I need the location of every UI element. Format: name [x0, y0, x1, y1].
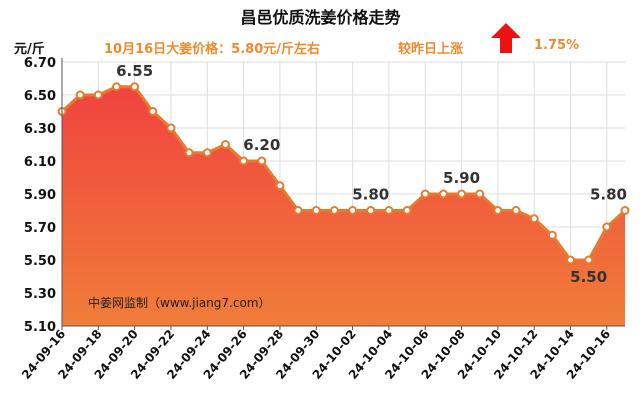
price-point — [366, 206, 376, 215]
y-tick-label: 6.30 — [24, 122, 56, 137]
price-point — [111, 82, 121, 92]
price-point — [620, 206, 630, 215]
price-point — [239, 156, 249, 166]
y-tick-label: 5.90 — [24, 188, 56, 203]
price-point — [275, 181, 285, 191]
up-arrow-shape — [491, 23, 521, 53]
price-point — [457, 189, 467, 199]
price-point — [202, 148, 212, 158]
price-point — [438, 189, 448, 199]
price-point — [529, 214, 539, 224]
watermark-text: 中姜网监制（www.jiang7.com） — [88, 295, 270, 310]
price-point — [93, 90, 103, 100]
y-tick-label: 5.70 — [24, 221, 56, 236]
price-point — [166, 123, 176, 133]
price-point — [148, 107, 158, 116]
price-point — [402, 206, 412, 215]
price-point — [493, 206, 503, 215]
price-point — [220, 140, 230, 149]
y-axis-unit-label: 元/斤 — [14, 42, 45, 57]
price-point — [329, 206, 339, 215]
data-label: 5.80 — [352, 186, 389, 204]
up-arrow-icon — [491, 23, 521, 53]
price-summary-text: 10月16日大姜价格：5.80元/斤左右 — [104, 42, 321, 57]
data-label: 5.90 — [443, 169, 480, 187]
price-point — [184, 148, 194, 158]
price-point — [475, 189, 485, 199]
price-point — [584, 255, 594, 265]
price-point — [566, 255, 576, 265]
price-point — [511, 206, 521, 215]
change-percent-text: 1.75% — [534, 38, 580, 53]
y-tick-label: 5.50 — [24, 254, 56, 269]
y-tick-label: 6.50 — [24, 89, 56, 104]
price-point — [75, 90, 85, 100]
price-point — [384, 206, 394, 215]
price-area-fill — [62, 86, 625, 326]
price-point — [130, 82, 140, 92]
data-label: 6.55 — [116, 62, 153, 80]
price-point — [547, 230, 557, 240]
y-tick-label: 6.10 — [24, 155, 56, 170]
price-point — [348, 206, 358, 215]
price-point — [293, 206, 303, 215]
y-tick-label: 6.70 — [24, 56, 56, 71]
chart-title: 昌邑优质洗姜价格走势 — [240, 8, 401, 27]
price-point — [311, 206, 321, 215]
price-point — [602, 222, 612, 232]
price-point — [257, 156, 267, 166]
data-label: 5.50 — [570, 268, 607, 286]
data-label: 6.20 — [243, 136, 280, 154]
y-tick-label: 5.10 — [24, 320, 56, 335]
price-point — [420, 189, 430, 199]
data-label: 5.80 — [590, 186, 627, 204]
y-tick-label: 5.30 — [24, 287, 56, 302]
change-compare-text: 较昨日上涨 — [398, 42, 464, 57]
